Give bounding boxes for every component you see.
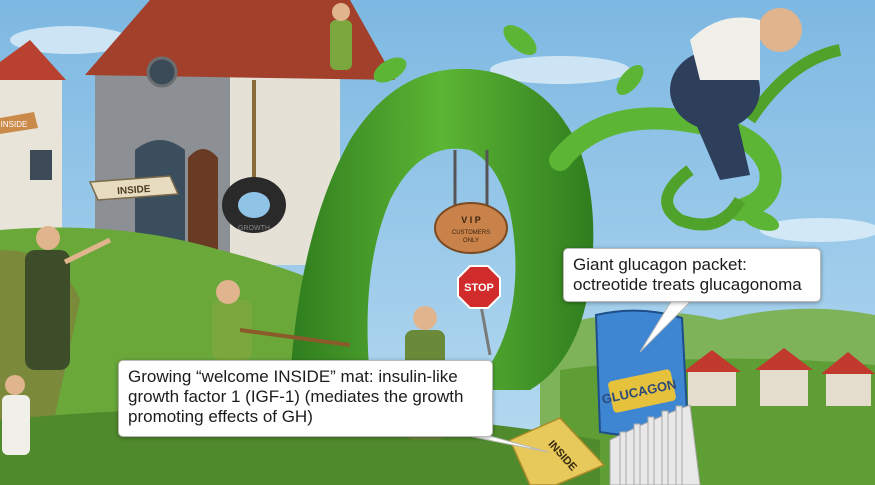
village-houses (683, 348, 875, 406)
inside-mat: INSIDE (509, 417, 606, 485)
vip-sign-line1: V I P (461, 215, 481, 225)
tire-swing: GROWTH (222, 80, 286, 233)
stop-sign-text: STOP (464, 282, 494, 294)
giant-figure (670, 8, 802, 180)
glucagon-callout-line1: Giant glucagon packet: (573, 255, 747, 274)
vip-crab-sign: V I P CUSTOMERS ONLY (434, 150, 508, 254)
igf1-callout: Growing “welcome INSIDE” mat: insulin-li… (118, 360, 493, 437)
picket-fence (609, 404, 701, 485)
igf1-callout-line3: promoting effects of GH) (128, 407, 313, 426)
small-boy (2, 375, 30, 455)
boy-with-shovel (212, 280, 351, 360)
igf1-callout-line2: growth factor 1 (IGF-1) (mediates the gr… (128, 387, 464, 406)
clouds (10, 26, 875, 242)
glucagon-packet: GLUCAGON (594, 309, 690, 437)
igf1-callout-line1: Growing “welcome INSIDE” mat: insulin-li… (128, 367, 458, 386)
hanging-child (330, 3, 352, 70)
woman-pointing (25, 226, 112, 370)
inside-sign-house-text: INSIDE (1, 120, 28, 129)
left-house (0, 40, 66, 235)
stop-sign: STOP (457, 265, 501, 356)
inside-sign-house: INSIDE (0, 112, 38, 134)
glucagon-callout: Giant glucagon packet: octreotide treats… (563, 248, 821, 302)
vip-sign-line2: CUSTOMERS (452, 230, 490, 236)
tire-label: GROWTH (238, 225, 270, 232)
glucagon-callout-line2: octreotide treats glucagonoma (573, 275, 802, 294)
inside-sign-left-text: INSIDE (117, 184, 151, 197)
beanstalk (290, 25, 842, 390)
vip-sign-line3: ONLY (463, 238, 479, 244)
inside-sign-left: INSIDE (88, 175, 180, 201)
